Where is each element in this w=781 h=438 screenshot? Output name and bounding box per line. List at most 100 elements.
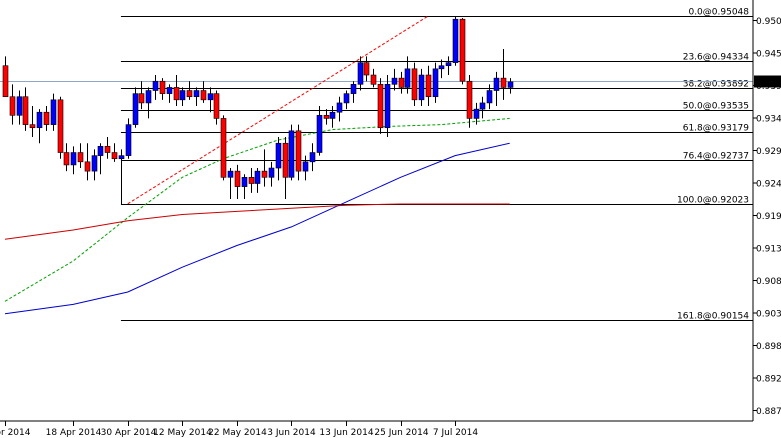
candle-body xyxy=(200,90,207,101)
candle xyxy=(452,16,459,66)
candle xyxy=(132,87,139,128)
candle xyxy=(57,96,64,159)
x-tick-label: 7 Jul 2014 xyxy=(433,428,478,438)
moving-averages xyxy=(4,117,510,315)
candlesticks xyxy=(2,16,514,204)
x-tick-label: 4 Apr 2014 xyxy=(0,428,31,438)
x-tick-label: 12 May 2014 xyxy=(153,428,212,438)
candle xyxy=(9,84,16,125)
candle-body xyxy=(350,84,357,94)
candle xyxy=(173,75,180,107)
candle xyxy=(329,106,336,128)
x-tick-label: 3 Jun 2014 xyxy=(267,428,316,438)
candle xyxy=(179,87,186,107)
candle xyxy=(473,102,480,125)
candle xyxy=(316,106,323,156)
candle xyxy=(16,90,23,125)
candle-body xyxy=(220,118,227,178)
fib-level-label: 23.6@0.94334 xyxy=(683,53,750,63)
candle xyxy=(425,65,432,107)
candle-body xyxy=(438,65,445,70)
fib-level-label: 38.2@0.93892 xyxy=(683,80,749,90)
candle xyxy=(282,137,289,200)
candle xyxy=(29,106,36,138)
candle-body xyxy=(91,155,98,172)
candle xyxy=(213,90,220,125)
fib-level-label: 61.8@0.93179 xyxy=(683,124,750,134)
candle xyxy=(384,75,391,138)
candle xyxy=(111,143,118,162)
y-tick-label: 0.93465 xyxy=(756,115,781,125)
candle-body xyxy=(152,80,159,91)
candle xyxy=(97,143,104,175)
candle xyxy=(268,161,275,187)
candle-body xyxy=(22,96,29,125)
current-price-tag xyxy=(754,75,781,88)
y-tick-label: 0.89295 xyxy=(756,375,781,385)
candle-body xyxy=(261,170,268,178)
x-tick-label: 25 Jun 2014 xyxy=(374,428,428,438)
candle-body xyxy=(336,102,343,113)
moving-average-line xyxy=(4,203,510,240)
candle xyxy=(145,87,152,119)
candle-body xyxy=(145,90,152,104)
candle-body xyxy=(479,102,486,110)
candle-body xyxy=(118,155,125,160)
fib-level-label: 161.8@0.90154 xyxy=(677,312,749,322)
candle-body xyxy=(159,80,166,94)
candle-body xyxy=(309,152,316,163)
candle-body xyxy=(363,62,370,76)
x-tick-label: 22 May 2014 xyxy=(208,428,267,438)
candle xyxy=(22,87,29,131)
candle xyxy=(445,56,452,76)
candle-body xyxy=(493,77,500,91)
fib-level-label: 50.0@0.93535 xyxy=(683,102,749,112)
moving-average-line xyxy=(4,142,510,315)
candle-body xyxy=(507,81,514,88)
y-tick-label: 0.88770 xyxy=(756,407,781,417)
candle xyxy=(418,68,425,107)
candle-body xyxy=(207,93,214,101)
candle-body xyxy=(357,62,364,85)
candle-body xyxy=(343,93,350,104)
candle-body xyxy=(268,167,275,178)
candle-body xyxy=(432,68,439,98)
candle xyxy=(207,87,214,113)
candle-body xyxy=(213,93,220,119)
candle xyxy=(118,149,125,204)
candle-body xyxy=(84,161,91,172)
candle xyxy=(70,146,77,175)
y-tick-label: 0.90870 xyxy=(756,277,781,287)
candle-body xyxy=(16,96,23,116)
candle xyxy=(493,71,500,107)
candle-body xyxy=(227,170,234,178)
candle-body xyxy=(500,77,507,88)
candle-body xyxy=(125,124,132,156)
candle xyxy=(500,48,507,100)
moving-average-line xyxy=(4,117,510,302)
candle xyxy=(438,59,445,79)
y-tick-label: 0.92955 xyxy=(756,147,781,157)
candle xyxy=(254,168,261,193)
candle-body xyxy=(57,99,64,153)
candle-body xyxy=(63,152,70,166)
candle-body xyxy=(138,93,145,104)
y-tick-label: 0.91905 xyxy=(756,212,781,222)
candle-body xyxy=(384,84,391,129)
fib-level-label: 100.0@0.92023 xyxy=(677,196,749,206)
candle xyxy=(200,81,207,103)
candle-body xyxy=(329,111,336,119)
fibonacci-trend-line xyxy=(127,15,429,205)
candle xyxy=(248,168,255,193)
candle xyxy=(486,84,493,110)
candle-body xyxy=(248,177,255,184)
candle xyxy=(159,78,166,100)
candle xyxy=(104,137,111,159)
axes xyxy=(0,0,754,422)
candle-body xyxy=(473,108,480,119)
candle xyxy=(43,106,50,131)
candle xyxy=(234,164,241,200)
candle-body xyxy=(288,130,295,178)
